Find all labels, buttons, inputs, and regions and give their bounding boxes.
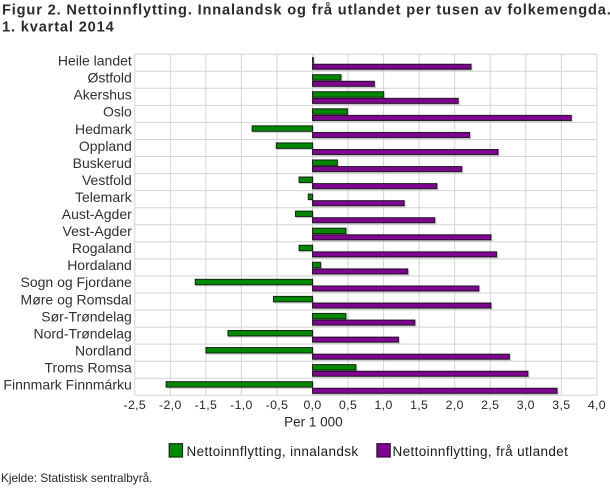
svg-text:-2,5: -2,5 [124, 398, 147, 412]
svg-text:Nord-Trøndelag: Nord-Trøndelag [34, 325, 132, 341]
svg-text:Akershus: Akershus [73, 87, 131, 103]
svg-text:Sogn og Fjordane: Sogn og Fjordane [20, 274, 132, 290]
svg-text:2,0: 2,0 [446, 398, 464, 412]
svg-text:Telemark: Telemark [75, 189, 133, 205]
svg-text:Buskerud: Buskerud [73, 155, 132, 171]
svg-text:2,5: 2,5 [481, 398, 499, 412]
svg-text:Rogaland: Rogaland [72, 240, 132, 256]
svg-text:3,5: 3,5 [552, 398, 570, 412]
svg-text:1,0: 1,0 [375, 398, 393, 412]
svg-text:Vest-Agder: Vest-Agder [63, 223, 133, 239]
svg-text:Kjelde: Statistisk sentralbyrå: Kjelde: Statistisk sentralbyrå. [1, 471, 152, 485]
svg-text:Troms Romsa: Troms Romsa [44, 360, 132, 376]
svg-text:Oppland: Oppland [79, 138, 132, 154]
svg-text:-2,0: -2,0 [159, 398, 182, 412]
svg-text:Nettoinnflytting, innalandsk: Nettoinnflytting, innalandsk [187, 444, 359, 459]
svg-text:Sør-Trøndelag: Sør-Trøndelag [41, 308, 132, 324]
svg-text:Nordland: Nordland [75, 342, 132, 358]
svg-text:Aust-Agder: Aust-Agder [62, 206, 132, 222]
svg-text:-0,5: -0,5 [266, 398, 289, 412]
svg-text:Figur 2. Nettoinnflytting. Inn: Figur 2. Nettoinnflytting. Innalandsk og… [2, 2, 610, 18]
svg-text:0,0: 0,0 [303, 398, 321, 412]
svg-text:Finnmark Finnmárku: Finnmark Finnmárku [3, 377, 131, 393]
svg-text:Heile landet: Heile landet [58, 53, 132, 69]
svg-text:0,5: 0,5 [339, 398, 357, 412]
svg-text:Oslo: Oslo [103, 104, 132, 120]
svg-text:Møre og Romsdal: Møre og Romsdal [21, 291, 132, 307]
svg-text:-1,0: -1,0 [230, 398, 253, 412]
svg-text:-1,5: -1,5 [195, 398, 218, 412]
svg-text:Nettoinnflytting, frå utlandet: Nettoinnflytting, frå utlandet [393, 444, 569, 459]
svg-text:Per 1 000: Per 1 000 [284, 414, 343, 429]
svg-text:Hordaland: Hordaland [67, 257, 132, 273]
svg-text:Østfold: Østfold [87, 70, 131, 86]
svg-text:4,0: 4,0 [588, 398, 606, 412]
svg-text:Vestfold: Vestfold [82, 172, 132, 188]
svg-text:1. kvartal 2014: 1. kvartal 2014 [2, 19, 115, 35]
svg-text:3,0: 3,0 [517, 398, 535, 412]
svg-text:Hedmark: Hedmark [75, 121, 133, 137]
svg-text:1,5: 1,5 [410, 398, 428, 412]
